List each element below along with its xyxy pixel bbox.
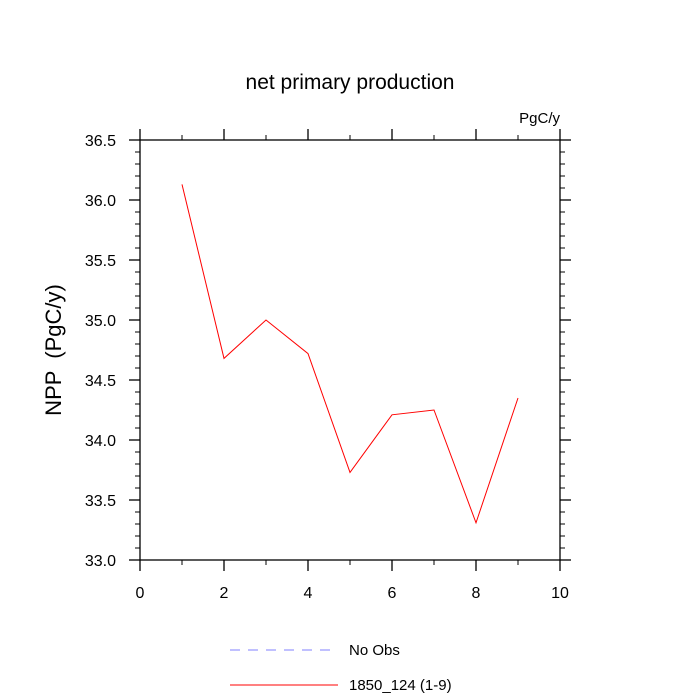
data-series: [181, 184, 519, 525]
x-tick-label: 6: [388, 585, 397, 602]
x-tick-label: 0: [136, 585, 145, 602]
y-tick-label: 34.0: [85, 433, 116, 450]
x-tick-label: 8: [472, 585, 481, 602]
y-tick-label: 35.5: [85, 253, 116, 270]
y-tick-label: 36.0: [85, 193, 116, 210]
x-tick-label: 2: [220, 585, 229, 602]
y-tick-label: 36.5: [85, 133, 116, 150]
x-tick-label: 4: [304, 585, 313, 602]
y-axis-label: NPP (PgC/y): [41, 284, 66, 416]
x-tick-label: 10: [551, 585, 569, 602]
axis-ticks: [129, 129, 571, 571]
y-tick-label: 35.0: [85, 313, 116, 330]
legend: No Obs 1850_124 (1-9): [230, 642, 452, 694]
units-label: PgC/y: [519, 110, 560, 127]
plot-frame: [139, 139, 561, 561]
y-tick-label: 33.0: [85, 553, 116, 570]
legend-label: 1850_124 (1-9): [349, 677, 452, 694]
y-tick-label: 34.5: [85, 373, 116, 390]
y-tick-label: 33.5: [85, 493, 116, 510]
legend-label: No Obs: [349, 642, 400, 659]
axis-tick-labels: 0 2 4 6 8 10 33.0 33.5 34.0 34.5 35.0 35.5 36.0 36.5: [85, 133, 569, 602]
chart-title: net primary production: [246, 71, 455, 94]
series-line: [181, 184, 519, 525]
